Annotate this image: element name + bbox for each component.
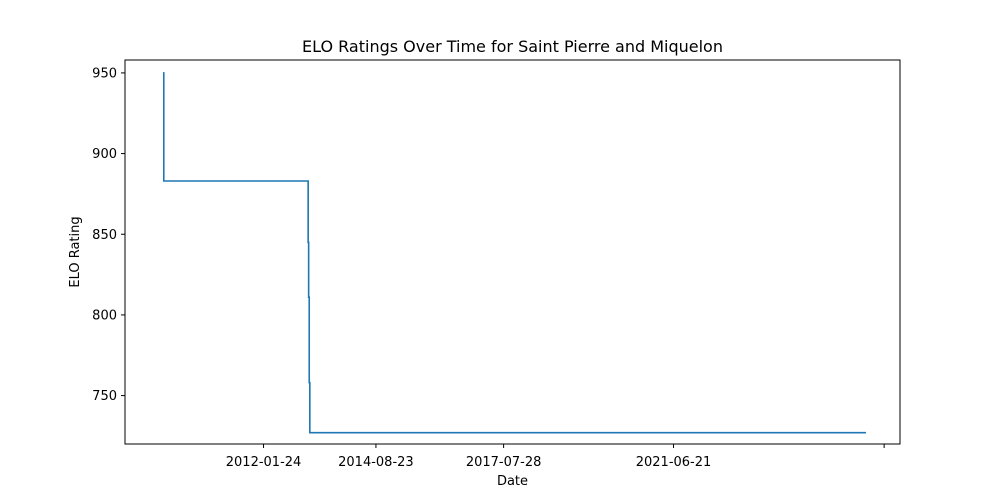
- x-tick-label: 2021-06-21: [636, 455, 712, 470]
- y-tick-label: 900: [92, 147, 117, 162]
- x-axis-label: Date: [497, 474, 528, 489]
- axes-frame: [124, 59, 901, 445]
- axis-ticks: 750 800 850 900 950 2012-01-24 2014-08-23 2017-…: [92, 66, 885, 470]
- x-tick-label: 2012-01-24: [226, 455, 302, 470]
- series-line-0: [162, 72, 866, 434]
- y-tick-label: 800: [92, 308, 117, 323]
- plot-area: [162, 72, 866, 434]
- y-tick-label: 850: [92, 228, 117, 243]
- y-tick-label: 950: [92, 66, 117, 81]
- y-tick-label: 750: [92, 389, 117, 404]
- chart-title: ELO Ratings Over Time for Saint Pierre a…: [302, 37, 723, 56]
- x-tick-label: 2017-07-28: [466, 455, 542, 470]
- y-axis-label: ELO Rating: [68, 216, 83, 287]
- x-tick-label: 2014-08-23: [338, 455, 414, 470]
